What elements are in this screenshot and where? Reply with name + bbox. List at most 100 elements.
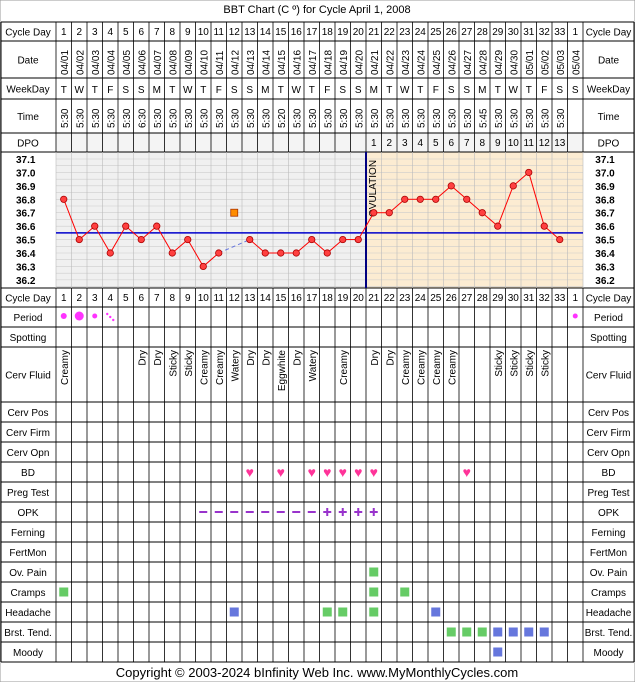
dpo-number: 13 bbox=[554, 138, 566, 149]
weekday-letter: T bbox=[61, 85, 67, 96]
cycle-day-number: 31 bbox=[523, 293, 535, 304]
weekday-letter: T bbox=[386, 85, 392, 96]
temp-point bbox=[292, 249, 300, 257]
period-dot bbox=[60, 313, 67, 319]
date-label: 05/02 bbox=[540, 50, 551, 75]
temp-axis-label-right: 36.5 bbox=[595, 236, 615, 247]
cycle-day-number: 21 bbox=[368, 293, 380, 304]
cycle-day-number: 21 bbox=[368, 27, 380, 38]
date-label: 04/22 bbox=[385, 50, 396, 75]
row-label-right: DPO bbox=[598, 139, 620, 150]
temp-point bbox=[122, 222, 130, 230]
cycle-day-number: 24 bbox=[415, 293, 427, 304]
weekday-letter: S bbox=[246, 85, 253, 96]
cycle-day-number: 7 bbox=[154, 27, 160, 38]
temp-axis-label-left: 36.5 bbox=[16, 236, 36, 247]
time-label: 5:30 bbox=[106, 108, 117, 128]
date-label: 04/06 bbox=[137, 50, 148, 75]
row-label-left: Cramps bbox=[10, 588, 45, 599]
breast-tenderness-box bbox=[446, 627, 456, 637]
cycle-day-number: 11 bbox=[214, 293, 225, 304]
temp-line-segment bbox=[187, 239, 204, 267]
weekday-letter: M bbox=[261, 85, 269, 96]
date-label: 04/27 bbox=[463, 50, 474, 75]
weekday-letter: W bbox=[183, 85, 193, 96]
cerv-fluid-label: Dry bbox=[153, 350, 164, 366]
temp-point bbox=[261, 249, 269, 257]
row-label-left: Headache bbox=[5, 608, 51, 619]
copyright-footer: Copyright © 2003-2024 bInfinity Web Inc.… bbox=[116, 665, 518, 680]
row-label-left: Cycle Day bbox=[5, 294, 51, 305]
time-label: 5:30 bbox=[494, 108, 505, 128]
cycle-day-number: 9 bbox=[185, 293, 191, 304]
temp-axis-label-right: 37.1 bbox=[595, 155, 615, 166]
row-label-left: Cerv Firm bbox=[6, 428, 50, 439]
date-label: 04/02 bbox=[75, 50, 86, 75]
cycle-day-number: 3 bbox=[92, 293, 98, 304]
breast-tenderness-box bbox=[539, 627, 549, 637]
weekday-letter: S bbox=[138, 85, 145, 96]
weekday-letter: F bbox=[433, 85, 439, 96]
cycle-day-number: 23 bbox=[399, 293, 411, 304]
weekday-letter: T bbox=[200, 85, 206, 96]
date-label: 04/13 bbox=[246, 50, 257, 75]
time-label: 5:30 bbox=[556, 108, 567, 128]
time-label: 5:30 bbox=[323, 108, 334, 128]
temp-point bbox=[556, 235, 564, 244]
cycle-day-number: 15 bbox=[275, 293, 287, 304]
cycle-day-number: 27 bbox=[461, 27, 473, 38]
temp-point bbox=[60, 195, 68, 203]
temp-point bbox=[277, 249, 285, 257]
cerv-fluid-label: Sticky bbox=[540, 350, 551, 377]
cycle-day-number: 15 bbox=[275, 27, 287, 38]
cerv-fluid-label: Creamy bbox=[416, 350, 427, 385]
cycle-day-number: 1 bbox=[61, 27, 67, 38]
dpo-number: 5 bbox=[433, 138, 439, 149]
row-label-left: BD bbox=[21, 468, 35, 479]
cycle-day-number: 2 bbox=[76, 293, 82, 304]
row-label-left: OPK bbox=[17, 508, 38, 519]
time-label: 5:20 bbox=[277, 108, 288, 128]
row-label-right: BD bbox=[602, 468, 616, 479]
time-label: 5:45 bbox=[478, 108, 489, 128]
date-label: 04/05 bbox=[122, 50, 133, 75]
time-label: 5:30 bbox=[230, 108, 241, 128]
time-label: 5:30 bbox=[447, 108, 458, 128]
ovulation-label: OVULATION bbox=[368, 160, 379, 217]
cramps-box bbox=[59, 587, 69, 597]
time-label: 5:30 bbox=[153, 108, 164, 128]
row-label-right: Time bbox=[598, 112, 620, 123]
dpo-number: 9 bbox=[495, 138, 501, 149]
cycle-day-number: 30 bbox=[508, 293, 520, 304]
temp-point bbox=[447, 182, 455, 190]
cycle-day-number: 7 bbox=[154, 293, 160, 304]
row-label-left: Cerv Opn bbox=[7, 448, 50, 459]
date-label: 04/01 bbox=[60, 50, 71, 75]
cycle-day-number: 1 bbox=[572, 27, 578, 38]
temp-axis-label-left: 36.3 bbox=[16, 262, 36, 273]
weekday-letter: W bbox=[509, 85, 519, 96]
temp-line-segment bbox=[63, 199, 80, 240]
cycle-day-number: 28 bbox=[477, 293, 489, 304]
row-label-left: Period bbox=[14, 313, 43, 324]
weekday-letter: M bbox=[153, 85, 161, 96]
temp-line-segment bbox=[94, 225, 111, 254]
temp-point bbox=[75, 235, 83, 244]
cerv-fluid-label: Sticky bbox=[184, 350, 195, 377]
weekday-letter: S bbox=[231, 85, 238, 96]
row-label-left: Date bbox=[17, 56, 39, 67]
temp-axis-label-left: 37.0 bbox=[16, 168, 36, 179]
weekday-letter: F bbox=[107, 85, 113, 96]
temp-axis-label-left: 36.9 bbox=[16, 182, 36, 193]
row-label-left: DPO bbox=[17, 139, 39, 150]
time-label: 5:30 bbox=[199, 108, 210, 128]
breast-tenderness-box bbox=[508, 627, 518, 637]
period-spotting-dot bbox=[109, 315, 112, 319]
temp-point bbox=[339, 235, 347, 244]
cycle-day-number: 17 bbox=[306, 27, 318, 38]
row-label-left: FertMon bbox=[9, 548, 46, 559]
dpo-number: 7 bbox=[464, 138, 470, 149]
time-label: 5:30 bbox=[168, 108, 179, 128]
time-label: 5:30 bbox=[354, 108, 365, 128]
